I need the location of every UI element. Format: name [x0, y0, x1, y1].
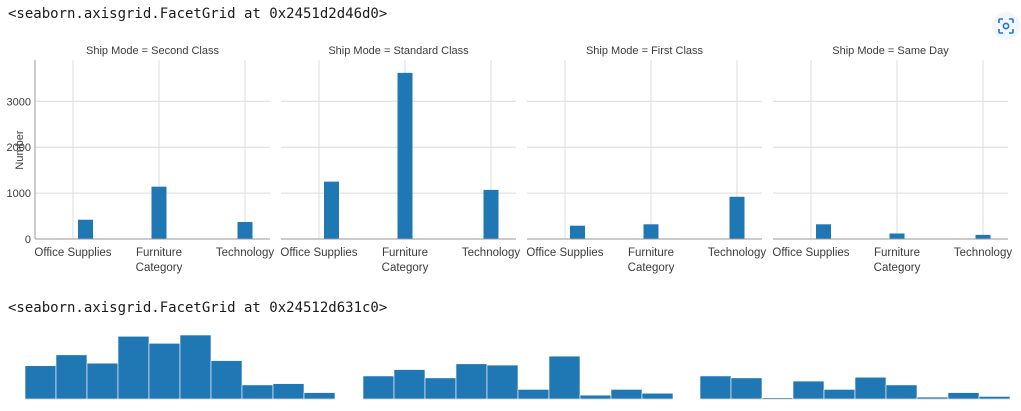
histogram-bar: [362, 375, 395, 400]
histogram-bar: [86, 362, 119, 400]
x-axis-label: Category: [136, 262, 183, 274]
histogram-bar: [179, 334, 212, 400]
histogram-bar: [548, 355, 581, 400]
bar-technology: [483, 189, 499, 239]
x-tick-label: Technology: [462, 247, 520, 259]
histogram-bar: [424, 377, 457, 400]
x-tick-label: Technology: [954, 247, 1012, 259]
facetgrid-output-1: <seaborn.axisgrid.FacetGrid at 0x2451d2d…: [8, 6, 388, 22]
x-tick-label: Office Supplies: [526, 247, 603, 259]
histogram-bar: [699, 375, 732, 400]
histogram-bar: [885, 384, 918, 400]
y-tick-label: 2000: [7, 142, 31, 154]
facetgrid-output-2: <seaborn.axisgrid.FacetGrid at 0x24512d6…: [8, 300, 388, 316]
histogram-bar: [792, 380, 825, 400]
x-axis-label: Category: [628, 262, 675, 274]
histogram-bar: [272, 383, 305, 400]
y-tick-label: 1000: [7, 188, 31, 200]
histogram-bar: [579, 394, 612, 400]
histogram-bar: [854, 376, 887, 400]
bar-furniture: [397, 72, 413, 239]
x-tick-label: Furniture: [874, 247, 920, 259]
y-tick-label: 3000: [7, 96, 31, 108]
facet-chart-ship-mode: Ship Mode = Second Class 0 1000 2000 3000 Num…: [7, 45, 1013, 274]
histogram-bar: [823, 389, 856, 400]
histogram-bar: [730, 377, 763, 400]
facet-title: Ship Mode = Standard Class: [328, 45, 469, 57]
histogram-bar: [641, 392, 674, 400]
bar-technology: [237, 222, 253, 239]
histogram-bar: [610, 389, 643, 400]
bar-furniture: [643, 224, 659, 239]
x-tick-label: Office Supplies: [280, 247, 357, 259]
histogram-bar: [916, 396, 949, 400]
lens-icon: [998, 18, 1014, 34]
bar-technology: [729, 196, 745, 239]
histogram-bar: [303, 392, 336, 400]
histogram-bar: [393, 369, 426, 400]
x-tick-label: Furniture: [136, 247, 182, 259]
histogram-bar: [117, 335, 150, 400]
x-tick-label: Technology: [708, 247, 766, 259]
histogram-bar: [455, 363, 488, 400]
bar-office-supplies: [78, 219, 93, 239]
facet-chart-cropped: [24, 334, 1011, 400]
histogram-bar: [486, 364, 519, 400]
x-tick-label: Technology: [216, 247, 274, 259]
bar-furniture: [151, 186, 167, 239]
histogram-bar: [210, 360, 243, 400]
histogram-bar: [241, 384, 274, 400]
facet-title: Ship Mode = First Class: [586, 45, 704, 57]
histogram-bar: [761, 397, 794, 400]
facet-title: Ship Mode = Second Class: [86, 45, 219, 57]
x-tick-label: Furniture: [628, 247, 674, 259]
bar-office-supplies: [324, 181, 339, 239]
facet-title: Ship Mode = Same Day: [832, 45, 949, 57]
y-tick-label: 0: [25, 234, 31, 246]
bar-office-supplies: [816, 224, 831, 239]
histogram-bar: [947, 392, 980, 400]
histogram-bar: [55, 354, 88, 400]
x-axis-label: Category: [382, 262, 429, 274]
bar-furniture: [889, 233, 905, 239]
x-tick-label: Office Supplies: [34, 247, 111, 259]
histogram-bar: [517, 389, 550, 400]
x-tick-label: Furniture: [382, 247, 428, 259]
histogram-bar: [148, 343, 181, 400]
bar-technology: [975, 234, 991, 239]
bar-office-supplies: [570, 225, 585, 239]
lens-icon-button[interactable]: [992, 12, 1020, 40]
x-tick-label: Office Supplies: [772, 247, 849, 259]
x-axis-label: Category: [874, 262, 921, 274]
histogram-bar: [978, 396, 1011, 400]
y-axis-label: Number: [14, 130, 26, 169]
histogram-bar: [24, 365, 57, 400]
